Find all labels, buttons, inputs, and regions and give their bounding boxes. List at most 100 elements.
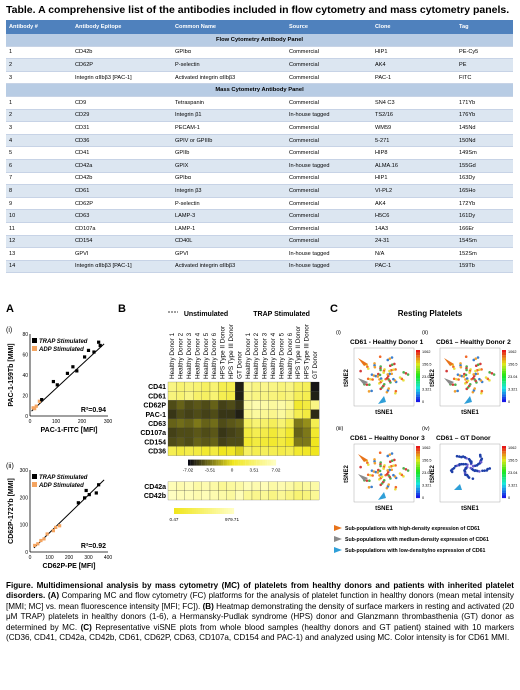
color-bar-tick: 23.04	[422, 375, 432, 379]
heatmap-cell	[251, 381, 261, 392]
color-bar-cell	[416, 396, 420, 400]
table-row: 12 CD154 CD40L Commercial 24-31 154Sm	[6, 235, 513, 249]
heatmap-cell	[277, 391, 286, 401]
column-label: GT Donor	[236, 350, 243, 379]
color-bar-cell	[416, 376, 420, 379]
visne-point	[454, 464, 457, 468]
visne-point	[387, 387, 390, 390]
heatmap-cell	[268, 381, 278, 392]
heatmap-cell	[226, 446, 236, 456]
table-cell: N/A	[372, 247, 456, 261]
data-point	[40, 398, 44, 402]
table-cell: 14A3	[372, 222, 456, 236]
table-cell: ALMA.16	[372, 159, 456, 173]
scale-cell	[188, 508, 191, 514]
heatmap-cell	[268, 427, 278, 438]
scale-cell	[243, 459, 246, 466]
visne-point	[480, 457, 484, 461]
heatmap-cell	[285, 400, 295, 410]
scale-cell	[186, 508, 189, 514]
color-bar-cell	[502, 479, 506, 483]
plot-sub-label: (ii)	[6, 463, 14, 470]
visne-point	[478, 368, 481, 372]
data-point	[55, 383, 59, 387]
visne-point	[386, 373, 389, 376]
heatmap-cell	[176, 481, 185, 491]
heatmap-cell	[310, 391, 320, 401]
color-bar-cell	[416, 446, 420, 449]
heatmap-cell	[243, 381, 253, 392]
data-point	[42, 537, 46, 541]
col-header: Clone	[372, 20, 456, 34]
col-header: Source	[286, 20, 372, 34]
x-tick-label: 200	[65, 555, 74, 561]
scale-tick: 979.71	[225, 517, 239, 522]
axis-x-label: tSNE1	[461, 410, 479, 416]
heatmap-cell	[226, 381, 236, 392]
column-label: HPS Type III Donor	[304, 323, 311, 379]
visne-point	[462, 375, 466, 378]
y-tick-label: 0	[25, 414, 28, 420]
visne-point	[454, 383, 457, 386]
column-label: HPS Type II Donor	[220, 325, 227, 379]
visne-point	[388, 468, 391, 472]
visne-point	[474, 372, 477, 376]
color-bar-cell	[416, 456, 420, 460]
visne-point	[475, 464, 479, 467]
heatmap-cell	[235, 418, 244, 429]
heatmap-cell	[310, 418, 320, 429]
medium-density-arrow	[444, 378, 454, 385]
visne-point	[388, 369, 391, 373]
color-bar-cell	[502, 386, 506, 390]
table-cell: 1	[6, 96, 72, 110]
scale-cell	[212, 508, 215, 514]
heatmap-cell	[251, 446, 261, 456]
column-label: Healthy Donor 6	[211, 332, 218, 379]
data-point	[83, 496, 87, 500]
caption-a-label: (A)	[47, 591, 60, 601]
heatmap-cell	[201, 490, 211, 501]
data-point	[54, 525, 58, 529]
scale-cell	[218, 459, 222, 466]
panel-a-plots: (i) TRAP Stimulated ADP Stimulated 0 20 40 60 8…	[6, 327, 112, 570]
plot-title: CD61 – GT Donor	[436, 435, 491, 442]
color-bar-tick: 3.321	[422, 388, 432, 392]
caption-b-label: (B)	[202, 601, 214, 611]
color-bar-cell	[502, 350, 506, 353]
visne-point	[388, 357, 392, 360]
heatmap-cell	[226, 418, 236, 429]
heatmap-cell	[167, 400, 177, 410]
table-cell: Commercial	[286, 71, 372, 85]
column-label: Healthy Donor 5	[278, 332, 285, 379]
color-bar-cell	[502, 472, 506, 475]
heatmap-cell	[285, 481, 295, 491]
x-tick-label: 300	[84, 555, 93, 561]
color-bar-cell	[416, 477, 420, 480]
x-tick-label: 100	[52, 419, 61, 425]
table-cell: CD36	[72, 134, 172, 148]
table-cell: 11	[6, 222, 72, 236]
scale-cell	[247, 459, 250, 466]
heatmap-cell	[184, 481, 194, 491]
scale-cell	[188, 459, 191, 466]
visne-point	[472, 376, 475, 380]
visne-point	[468, 382, 472, 386]
visne-point	[479, 362, 482, 366]
visne-point	[473, 387, 476, 390]
plot-title: CD61 – Healthy Donor 3	[350, 435, 425, 442]
visne-point	[488, 371, 491, 374]
color-bar-cell	[416, 352, 420, 356]
scale-cell	[228, 508, 231, 514]
heatmap-cell	[209, 446, 219, 456]
col-header: Antibody Epitope	[72, 20, 172, 34]
visne-point	[404, 468, 408, 471]
visne-point	[368, 383, 371, 386]
heatmap-cell	[268, 437, 278, 447]
scale-cell	[234, 459, 237, 466]
heatmap-cell	[184, 391, 194, 401]
heatmap-cell	[260, 391, 269, 401]
color-bar-tick: 23.04	[508, 375, 518, 379]
heatmap-cell	[193, 437, 202, 447]
heatmap-cell	[243, 427, 253, 438]
heatmap-cell	[251, 409, 261, 419]
